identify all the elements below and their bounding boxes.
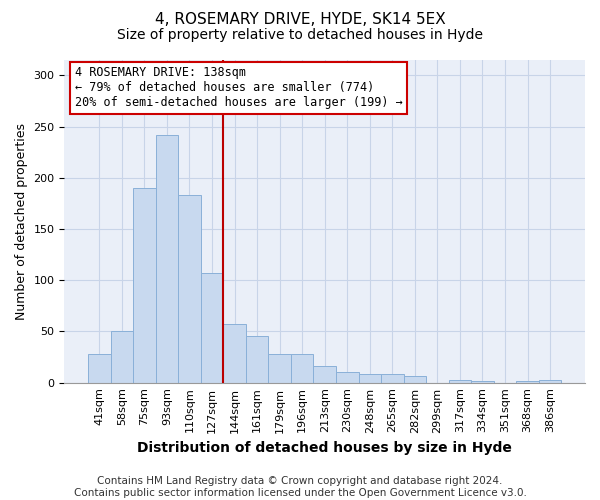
Bar — [381, 374, 404, 382]
Bar — [155, 135, 178, 382]
Bar — [110, 332, 133, 382]
Bar — [88, 354, 110, 382]
Bar — [516, 380, 539, 382]
Bar — [539, 380, 562, 382]
Bar — [404, 376, 426, 382]
X-axis label: Distribution of detached houses by size in Hyde: Distribution of detached houses by size … — [137, 441, 512, 455]
Bar — [471, 380, 494, 382]
Bar — [223, 324, 246, 382]
Bar — [201, 273, 223, 382]
Bar — [449, 380, 471, 382]
Text: Size of property relative to detached houses in Hyde: Size of property relative to detached ho… — [117, 28, 483, 42]
Bar — [291, 354, 313, 382]
Bar — [178, 195, 201, 382]
Bar — [133, 188, 155, 382]
Bar — [359, 374, 381, 382]
Bar — [246, 336, 268, 382]
Bar — [313, 366, 336, 382]
Bar — [268, 354, 291, 382]
Y-axis label: Number of detached properties: Number of detached properties — [15, 123, 28, 320]
Text: Contains HM Land Registry data © Crown copyright and database right 2024.
Contai: Contains HM Land Registry data © Crown c… — [74, 476, 526, 498]
Bar — [336, 372, 359, 382]
Text: 4, ROSEMARY DRIVE, HYDE, SK14 5EX: 4, ROSEMARY DRIVE, HYDE, SK14 5EX — [155, 12, 445, 28]
Text: 4 ROSEMARY DRIVE: 138sqm
← 79% of detached houses are smaller (774)
20% of semi-: 4 ROSEMARY DRIVE: 138sqm ← 79% of detach… — [75, 66, 403, 110]
